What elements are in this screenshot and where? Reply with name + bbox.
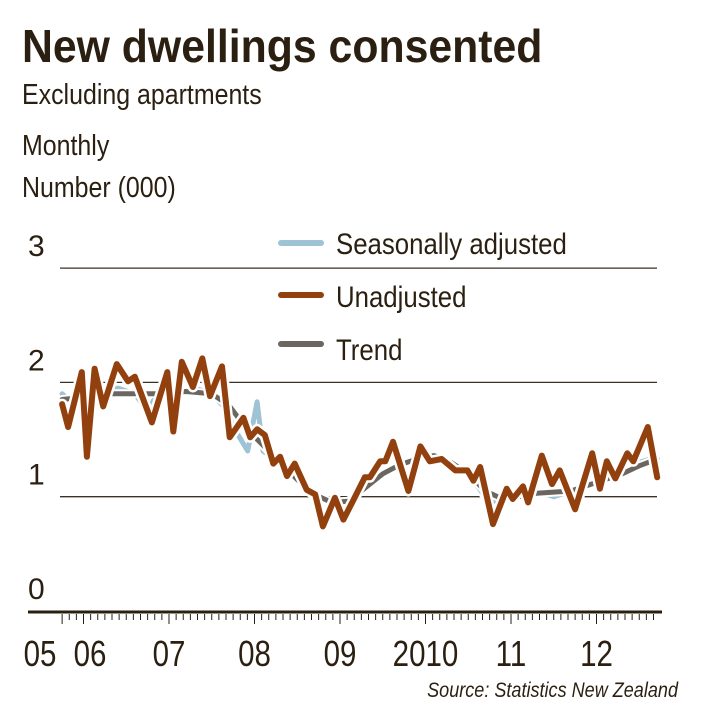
legend: Seasonally adjusted Unadjusted Trend (278, 227, 567, 366)
y-tick-label: 3 (28, 230, 45, 263)
y-axis-label: Number (000) (22, 171, 176, 203)
series-lines (56, 352, 663, 532)
x-tick-label: 05 (24, 633, 57, 673)
x-tick-label: 11 (496, 633, 527, 673)
legend-label-unadjusted: Unadjusted (336, 280, 466, 313)
chart-subtitle: Excluding apartments (22, 78, 262, 110)
legend-item-seasonally-adjusted: Seasonally adjusted (278, 227, 567, 260)
series-halo-unadjusted (56, 352, 663, 532)
y-tick-labels: 0 1 2 3 (28, 230, 45, 606)
chart-title: New dwellings consented (22, 22, 542, 73)
x-axis: 05 06 07 08 09 2010 11 12 (24, 610, 662, 674)
x-tick-label: 07 (153, 633, 186, 673)
y-tick-label: 0 (28, 573, 45, 606)
legend-label-trend: Trend (336, 333, 402, 366)
series-line-unadjusted (59, 355, 661, 530)
x-tick-label: 09 (324, 633, 357, 673)
legend-item-unadjusted: Unadjusted (278, 280, 466, 313)
y-tick-label: 2 (28, 344, 45, 377)
frequency-note: Monthly (22, 129, 110, 161)
x-tick-label: 12 (580, 633, 613, 673)
legend-label-seasonally-adjusted: Seasonally adjusted (336, 227, 567, 260)
y-tick-label: 1 (28, 459, 45, 492)
legend-item-trend: Trend (278, 333, 402, 366)
source-note: Source: Statistics New Zealand (427, 679, 679, 703)
x-tick-label: 2010 (393, 633, 459, 673)
x-tick-label: 06 (74, 633, 107, 673)
x-tick-label: 08 (238, 633, 271, 673)
